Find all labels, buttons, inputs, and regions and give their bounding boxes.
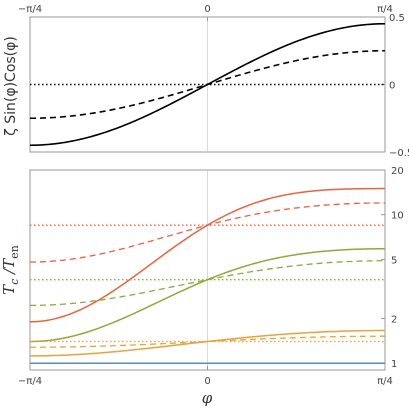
ylabel-slash: /T (0, 258, 18, 279)
ylabel-sub-en: en (8, 245, 21, 259)
top-y-tick-label: 0.5 (389, 13, 405, 24)
top-x-tick-label: 0 (204, 4, 210, 15)
bottom-x-tick-label: −π/4 (18, 376, 42, 387)
top-y-axis-label: ζ Sin(φ)Cos(φ) (3, 36, 19, 136)
top-x-tick-label: π/4 (377, 4, 393, 15)
bottom-y-tick-label: 2 (391, 315, 397, 326)
bottom-x-tick-label: π/4 (377, 376, 393, 387)
bottom-x-axis-label: φ (202, 389, 213, 407)
bottom-y-tick-label: 1 (391, 359, 397, 370)
bottom-x-tick-label: 0 (204, 376, 210, 387)
bottom-y-axis-label: Tc /Ten (0, 245, 21, 295)
top-panel: −π/4 0 π/40.5 0 −0.5 ζ Sin(φ)Cos(φ) (3, 4, 409, 159)
bottom-y-tick-label: 20 (391, 166, 404, 177)
top-x-tick-label: −π/4 (18, 4, 42, 15)
bottom-y-tick-label: 10 (391, 211, 404, 222)
bottom-panel: −π/4 0 π/4 20 10 5 2 1 Tc /Ten φ (0, 166, 404, 407)
ylabel-T1: T (0, 284, 18, 295)
bottom-y-tick-label: 5 (391, 255, 397, 266)
ylabel-sub-c: c (8, 279, 21, 285)
top-y-tick-label: 0 (389, 81, 395, 92)
top-y-tick-label: −0.5 (389, 148, 409, 159)
